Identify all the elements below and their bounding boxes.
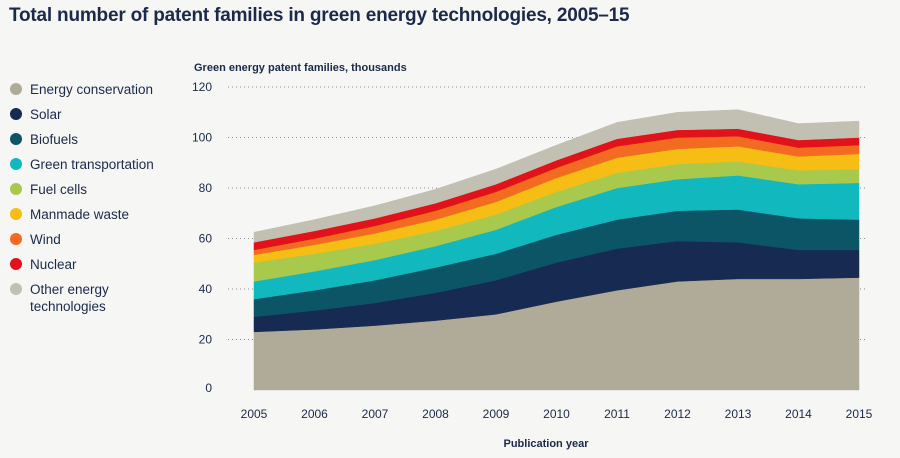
x-tick-label-2008: 2008 [422,407,449,421]
x-axis-ticks: 2005 2006 2007 2008 2009 2010 2011 2012 2013 2014… [241,407,873,421]
x-tick-label-2013: 2013 [725,407,752,421]
y-tick-label-0: 0 [205,381,212,395]
area-series [253,109,860,391]
y-tick-label-120: 120 [192,80,212,94]
chart-legend: Energy conservation Solar Biofuels Green… [10,81,180,323]
legend-item-other-energy-technologies: Other energy technologies [10,281,180,315]
legend-label-manmade-waste: Manmade waste [30,207,130,222]
legend-label-wind: Wind [30,232,61,247]
legend-item-fuel-cells: Fuel cells [10,181,180,198]
chart-title: Total number of patent families in green… [9,5,630,26]
x-axis-title: Publication year [504,438,590,450]
y-tick-label-40: 40 [199,282,213,296]
x-tick-label-2012: 2012 [664,407,691,421]
legend-label-biofuels: Biofuels [30,132,79,147]
y-tick-label-100: 100 [192,131,212,145]
y-tick-label-60: 60 [199,232,213,246]
legend-item-biofuels: Biofuels [10,131,180,148]
legend-swatch-wind [10,233,22,245]
legend-swatch-other-energy-technologies [10,283,22,295]
legend-label-green-transportation: Green transportation [30,157,154,172]
legend-swatch-green-transportation [10,158,22,170]
legend-label-other-energy-technologies: Other energy technologies [30,282,109,314]
y-axis-ticks: 0 20 40 60 80 100 120 [192,80,212,395]
legend-item-energy-conservation: Energy conservation [10,81,180,98]
legend-label-nuclear: Nuclear [30,257,77,272]
x-tick-label-2007: 2007 [362,407,389,421]
legend-swatch-fuel-cells [10,183,22,195]
y-tick-label-80: 80 [199,181,213,195]
legend-swatch-nuclear [10,258,22,270]
legend-swatch-energy-conservation [10,83,22,95]
y-tick-label-20: 20 [199,333,213,347]
legend-label-fuel-cells: Fuel cells [30,182,88,197]
x-tick-label-2006: 2006 [301,407,328,421]
legend-swatch-biofuels [10,133,22,145]
legend-item-nuclear: Nuclear [10,256,180,273]
area-other-energy-technologies [253,109,860,243]
x-tick-label-2010: 2010 [543,407,570,421]
x-tick-label-2014: 2014 [785,407,812,421]
legend-item-solar: Solar [10,106,180,123]
y-axis-title: Green energy patent families, thousands [194,62,407,74]
legend-item-manmade-waste: Manmade waste [10,206,180,223]
x-tick-label-2011: 2011 [604,407,630,421]
legend-swatch-manmade-waste [10,208,22,220]
legend-swatch-solar [10,108,22,120]
legend-item-wind: Wind [10,231,180,248]
legend-label-energy-conservation: Energy conservation [30,82,154,97]
x-tick-label-2009: 2009 [483,407,510,421]
x-tick-label-2005: 2005 [241,407,268,421]
legend-item-green-transportation: Green transportation [10,156,180,173]
legend-label-solar: Solar [30,107,62,122]
x-tick-label-2015: 2015 [846,407,873,421]
